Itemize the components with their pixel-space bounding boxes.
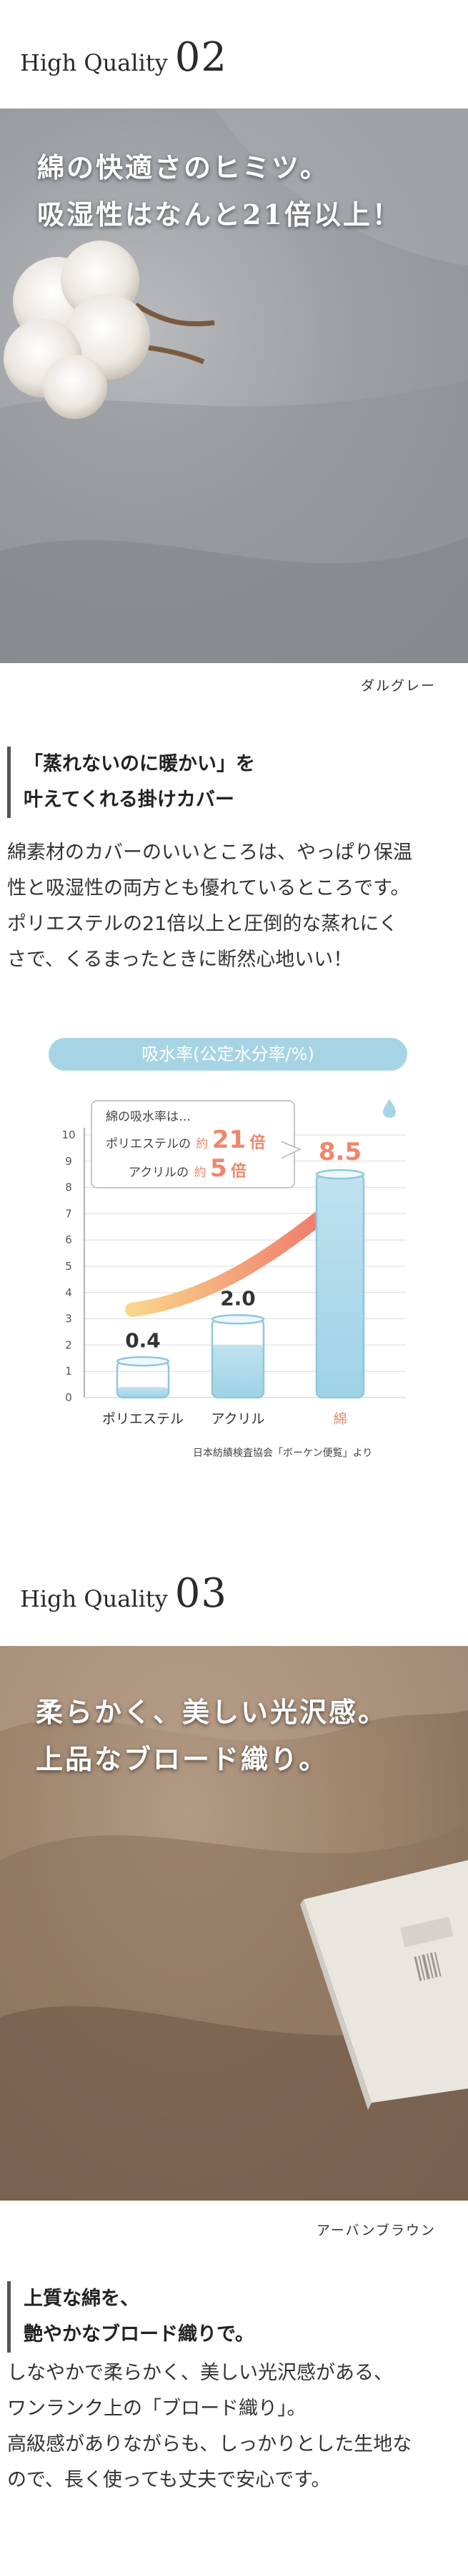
chart-source: 日本紡績検査協会「ボーケン便覧」より bbox=[193, 1447, 372, 1459]
bar-2 bbox=[211, 1314, 265, 1399]
callout-box: 綿の吸水率は… ポリエステルの 約 21 倍 アクリルの 約 5 倍 bbox=[91, 1100, 302, 1188]
section-subheading: 上質な綿を、 艶やかなブロード織りで。 bbox=[7, 2281, 254, 2353]
hero-image-gray: 綿の快適さのヒミツ。 吸湿性はなんと21倍以上！ bbox=[0, 108, 468, 663]
value-label: 8.5 bbox=[319, 1138, 362, 1166]
bar-glass-rim bbox=[315, 1168, 365, 1180]
color-caption: ダルグレー bbox=[361, 678, 437, 694]
category-labels: ポリエステル アクリル 綿 bbox=[102, 1411, 347, 1427]
category-label: 綿 bbox=[333, 1411, 347, 1427]
growth-arrow bbox=[125, 1206, 332, 1317]
description-text: しなやかで柔らかく、美しい光沢感がある、 ワンランク上の「ブロード織り」。 高級… bbox=[7, 2355, 459, 2498]
callout-acrylic-unit: 倍 bbox=[231, 1162, 247, 1181]
bar-glass-rim bbox=[211, 1314, 265, 1325]
hero-title-line2: 吸湿性はなんと21倍以上！ bbox=[37, 198, 402, 231]
callout-poly-prefix: ポリエステルの bbox=[106, 1137, 191, 1151]
y-tick-label: 3 bbox=[65, 1313, 72, 1325]
callout-poly-yaku: 約 bbox=[196, 1137, 208, 1151]
y-tick-label: 2 bbox=[65, 1338, 72, 1351]
subheading-line1: 上質な綿を、 bbox=[24, 2288, 139, 2310]
subheading-line1: 「蒸れないのに暖かい」を bbox=[24, 753, 255, 775]
description-line: さで、くるまったときに断然心地いい！ bbox=[7, 949, 353, 971]
fabric-folds bbox=[0, 108, 468, 663]
cotton-ball-icon bbox=[4, 241, 215, 419]
y-tick-label: 0 bbox=[65, 1391, 72, 1404]
color-caption: アーバンブラウン bbox=[317, 2223, 437, 2238]
bar-water bbox=[212, 1345, 264, 1398]
category-label: ポリエステル bbox=[102, 1411, 184, 1427]
subheading-line2: 艶やかなブロード織りで。 bbox=[24, 2323, 254, 2345]
y-tick-label: 9 bbox=[65, 1155, 72, 1168]
y-tick-label: 7 bbox=[65, 1207, 72, 1220]
section-heading-02: High Quality 02 bbox=[20, 34, 227, 81]
value-labels: 0.4 2.0 8.5 bbox=[125, 1138, 362, 1352]
description-line: ポリエステルの21倍以上と圧倒的な蒸れにく bbox=[7, 913, 398, 935]
y-tick-label: 5 bbox=[65, 1260, 72, 1273]
section-subheading: 「蒸れないのに暖かい」を 叶えてくれる掛けカバー bbox=[7, 747, 255, 818]
callout-acrylic-value: 5 bbox=[210, 1154, 227, 1183]
y-tick-label: 6 bbox=[65, 1233, 72, 1246]
y-tick-label: 10 bbox=[61, 1128, 75, 1141]
description-line: しなやかで柔らかく、美しい光沢感がある、 bbox=[7, 2362, 393, 2384]
hero-title: 柔らかく、美しい光沢感。 上品なブロード織り。 bbox=[36, 1689, 387, 1783]
callout-poly-unit: 倍 bbox=[250, 1133, 266, 1152]
y-axis-ticks: 0 1 2 3 4 5 6 7 8 9 10 bbox=[61, 1128, 75, 1404]
callout-line1: 綿の吸水率は… bbox=[106, 1110, 191, 1124]
description-line: ワンランク上の「ブロード織り」。 bbox=[7, 2398, 307, 2420]
description-line: 性と吸湿性の両方とも優れているところです。 bbox=[7, 877, 410, 899]
absorption-chart: 0 1 2 3 4 5 6 7 8 9 10 0.4 2.0 8.5 ポリエステル アクリル 綿 綿の吸水率… bbox=[61, 1099, 406, 1459]
hero-title-line1: 柔らかく、美しい光沢感。 bbox=[36, 1696, 388, 1728]
high-quality-label: High Quality bbox=[20, 49, 168, 76]
hero-title-line1: 綿の快適さのヒミツ。 bbox=[37, 151, 329, 183]
value-label: 2.0 bbox=[220, 1286, 256, 1310]
quality-number: 02 bbox=[174, 34, 227, 81]
description-line: ので、長く使っても丈夫で安心です。 bbox=[7, 2469, 331, 2491]
category-label: アクリル bbox=[211, 1411, 264, 1427]
quality-number: 03 bbox=[174, 1570, 227, 1617]
callout-acrylic-yaku: 約 bbox=[194, 1166, 206, 1180]
bar-water bbox=[317, 1174, 364, 1398]
high-quality-label: High Quality bbox=[20, 1585, 168, 1612]
bar-3 bbox=[315, 1168, 365, 1399]
bar-glass-rim bbox=[116, 1356, 170, 1367]
chart-bars bbox=[116, 1168, 365, 1399]
svg-text:アクリルの 約 5 倍: アクリルの 約 5 倍 bbox=[129, 1154, 247, 1183]
y-tick-label: 8 bbox=[65, 1181, 72, 1194]
value-label: 0.4 bbox=[125, 1328, 161, 1352]
callout-acrylic-prefix: アクリルの bbox=[129, 1166, 189, 1180]
description-line: 綿素材のカバーのいいところは、やっぱり保温 bbox=[7, 842, 412, 864]
chart-title: 吸水率(公定水分率/%) bbox=[49, 1038, 407, 1071]
y-tick-label: 4 bbox=[65, 1286, 72, 1299]
subheading-line2: 叶えてくれる掛けカバー bbox=[24, 789, 234, 811]
hero-image-brown: 柔らかく、美しい光沢感。 上品なブロード織り。 bbox=[0, 1646, 468, 2201]
book-icon bbox=[300, 1860, 468, 2110]
water-drop-icon bbox=[383, 1099, 396, 1118]
description-text: 綿素材のカバーのいいところは、やっぱり保温 性と吸湿性の両方とも優れているところ… bbox=[7, 835, 459, 978]
bar-1 bbox=[116, 1356, 170, 1399]
y-tick-label: 1 bbox=[65, 1365, 72, 1378]
callout-poly-value: 21 bbox=[212, 1126, 246, 1154]
fabric-folds bbox=[0, 1646, 468, 2201]
bar-water bbox=[117, 1387, 169, 1398]
section-heading-03: High Quality 03 bbox=[20, 1570, 227, 1617]
hero-title: 綿の快適さのヒミツ。 吸湿性はなんと21倍以上！ bbox=[37, 144, 402, 238]
svg-text:ポリエステルの 約 21: ポリエステルの 約 21 倍 bbox=[106, 1126, 266, 1154]
description-line: 高級感がありながらも、しっかりとした生地な bbox=[7, 2433, 412, 2455]
hero-title-line2: 上品なブロード織り。 bbox=[36, 1743, 329, 1775]
